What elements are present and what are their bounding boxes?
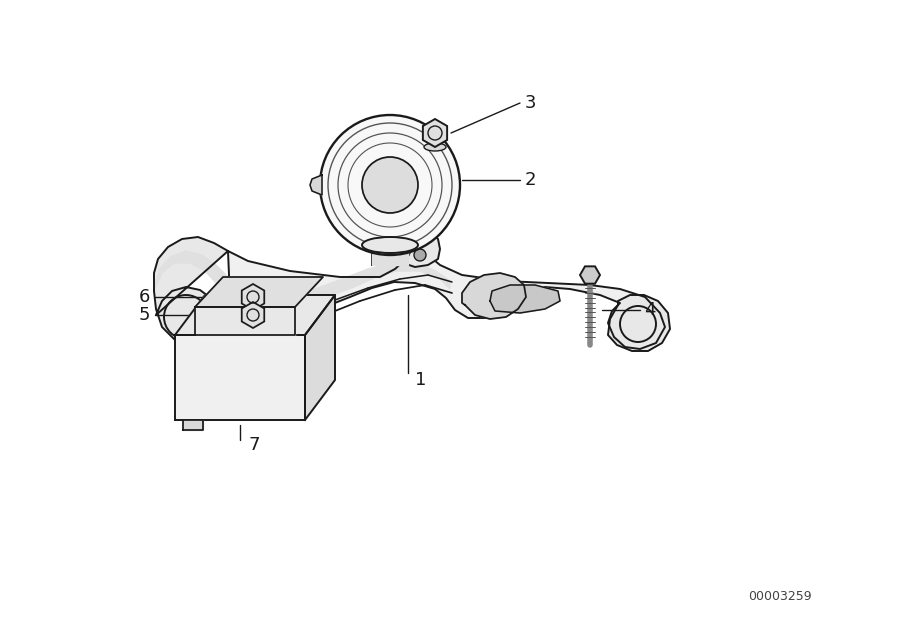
Circle shape xyxy=(398,246,410,258)
Circle shape xyxy=(320,115,460,255)
Ellipse shape xyxy=(362,237,418,253)
Polygon shape xyxy=(175,295,335,335)
Polygon shape xyxy=(490,285,560,313)
Polygon shape xyxy=(580,266,600,284)
Text: 6: 6 xyxy=(139,288,150,306)
Text: 4: 4 xyxy=(644,301,655,319)
Text: 2: 2 xyxy=(525,171,536,189)
Text: 1: 1 xyxy=(415,371,427,389)
Text: 00003259: 00003259 xyxy=(748,591,812,603)
Polygon shape xyxy=(305,295,335,420)
Polygon shape xyxy=(154,237,228,345)
Text: 5: 5 xyxy=(139,306,150,324)
Polygon shape xyxy=(423,119,447,147)
Ellipse shape xyxy=(424,143,446,151)
Polygon shape xyxy=(372,247,408,265)
Text: 7: 7 xyxy=(248,436,259,454)
Polygon shape xyxy=(394,229,440,267)
Polygon shape xyxy=(175,335,305,420)
Polygon shape xyxy=(310,175,322,195)
Text: 3: 3 xyxy=(525,94,536,112)
Polygon shape xyxy=(242,302,265,328)
Polygon shape xyxy=(195,277,323,307)
Polygon shape xyxy=(183,420,203,430)
Polygon shape xyxy=(155,251,450,313)
Polygon shape xyxy=(608,295,670,351)
Circle shape xyxy=(362,157,418,213)
Circle shape xyxy=(414,249,426,261)
Polygon shape xyxy=(462,273,526,319)
Polygon shape xyxy=(242,284,265,310)
Polygon shape xyxy=(195,307,295,335)
Polygon shape xyxy=(228,251,665,349)
